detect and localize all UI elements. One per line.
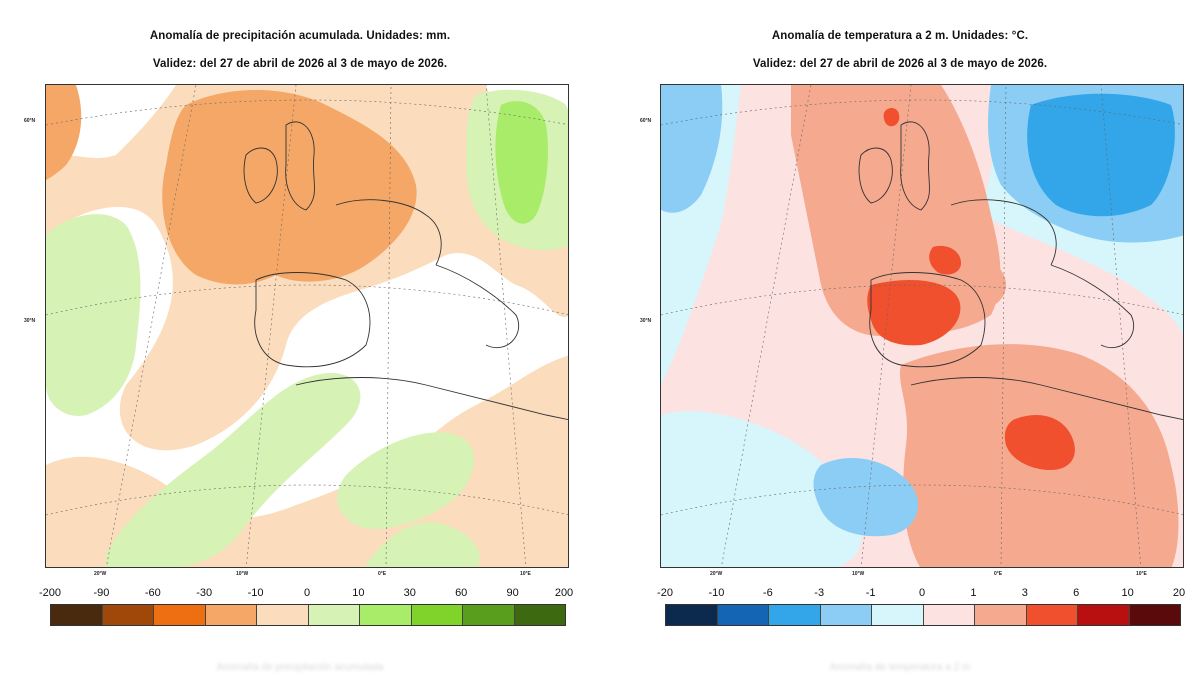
precip-colorbar-swatch-3 [205, 605, 257, 625]
precip-lon-10w-label: 10°W [236, 571, 249, 577]
temp-tick: 10 [1121, 587, 1134, 599]
precip-tick: -10 [247, 587, 264, 599]
temp-tick: 0 [918, 587, 926, 599]
precipitation-footer: Anomalía de precipitación acumulada [216, 662, 384, 673]
temp-colorbar-swatch-1 [717, 605, 769, 625]
temp-coastlines [858, 121, 1183, 421]
precipitation-title: Anomalía de precipitación acumulada. Uni… [149, 30, 451, 42]
temp-colorbar-swatch-8 [1078, 605, 1130, 625]
precip-wet-north-africa [106, 373, 361, 567]
temp-neutral-sw [661, 411, 862, 567]
precip-lon-10e-label: 10°E [520, 571, 531, 577]
precip-tick: -60 [144, 587, 161, 599]
temp-tick: 3 [1021, 587, 1028, 599]
temp-colorbar-swatch-3 [820, 605, 872, 625]
precip-tick: -200 [38, 587, 62, 599]
temp-tick: 1 [970, 587, 977, 599]
precip-colorbar-swatch-7 [411, 605, 463, 625]
precip-tick: 60 [455, 587, 468, 599]
precip-colorbar-swatch-8 [463, 605, 515, 625]
temp-hot-scotland [883, 108, 900, 127]
temp-colorbar-ticks: -20 -10 -6 -3 -1 0 1 3 6 10 20 [657, 587, 1185, 601]
temp-tick: -1 [865, 587, 876, 599]
temp-colorbar-swatch-4 [872, 605, 924, 625]
precip-colorbar-swatch-9 [514, 605, 565, 625]
temperature-title: Anomalía de temperatura a 2 m. Unidades:… [771, 30, 1029, 42]
temp-tick: -3 [814, 587, 825, 599]
precip-tick: 0 [303, 587, 311, 599]
precip-near-zero-band [46, 206, 568, 519]
precipitation-map: 60°N [45, 84, 569, 568]
temp-hot-spain [867, 280, 961, 346]
temp-tick: -6 [762, 587, 773, 599]
precip-lat-60n-label: 60°N [24, 118, 36, 124]
precip-wet-sahara [366, 522, 480, 567]
precip-wet-core-ne [495, 101, 548, 224]
precip-colorbar-swatch-2 [154, 605, 206, 625]
temp-colorbar-swatch-7 [1026, 605, 1078, 625]
precip-graticule [46, 85, 568, 567]
precip-colorbar-swatch-1 [102, 605, 154, 625]
precip-lat-30n-label: 30°N [24, 318, 36, 324]
precip-tick: 90 [506, 587, 519, 599]
temp-tick: 20 [1172, 587, 1186, 599]
temperature-validity: Validez: del 27 de abril de 2026 al 3 de… [752, 58, 1048, 70]
precip-colorbar-swatch-0 [51, 605, 103, 625]
temp-lon-0e-label: 0°E [994, 571, 1003, 577]
temp-colorbar-swatch-6 [975, 605, 1027, 625]
precip-lon-0e-label: 0°E [378, 571, 387, 577]
precip-coastlines [243, 121, 568, 421]
precip-colorbar-swatch-5 [308, 605, 360, 625]
precip-tick: 10 [352, 587, 365, 599]
temp-cold-core-ne [1027, 93, 1175, 217]
temp-colorbar-swatch-0 [666, 605, 718, 625]
temp-hot-sahara [1004, 415, 1075, 470]
temp-lon-20w-label: 20°W [710, 571, 723, 577]
temp-tick: -10 [708, 587, 725, 599]
temp-tick: 6 [1073, 587, 1080, 599]
temp-colorbar-swatch-5 [923, 605, 975, 625]
temp-warm-italy [945, 254, 1006, 312]
precip-tick: -30 [196, 587, 213, 599]
precipitation-map-canvas [46, 85, 568, 567]
temperature-colorbar [665, 604, 1181, 626]
temp-tick: -20 [657, 587, 673, 599]
temp-graticule [661, 85, 1183, 567]
temp-lat-30n-label: 30°N [640, 318, 652, 324]
precip-wet-mediterranean [337, 432, 475, 529]
precip-colorbar-swatch-6 [360, 605, 412, 625]
temperature-map-canvas [661, 85, 1183, 567]
temperature-panel: Anomalía de temperatura a 2 m. Unidades:… [600, 0, 1200, 675]
precipitation-validity: Validez: del 27 de abril de 2026 al 3 de… [152, 58, 448, 70]
precip-dry-anomaly-north [162, 90, 417, 285]
precip-tick: 200 [554, 587, 574, 599]
precip-colorbar-ticks: -200 -90 -60 -30 -10 0 10 30 60 90 200 [39, 587, 573, 601]
temp-hot-france [929, 245, 961, 275]
precipitation-colorbar [50, 604, 566, 626]
precip-wet-atlantic [46, 214, 141, 416]
temperature-map [660, 84, 1184, 568]
temp-colorbar-swatch-2 [769, 605, 821, 625]
precip-tick: 30 [403, 587, 416, 599]
temp-lon-10e-label: 10°E [1136, 571, 1147, 577]
temp-lon-10w-label: 10°W [852, 571, 865, 577]
temp-lat-60n-label: 60°N [640, 118, 652, 124]
temp-cool-canary [813, 457, 919, 537]
precip-colorbar-swatch-4 [257, 605, 309, 625]
temperature-footer: Anomalía de temperatura a 2 m [829, 662, 971, 673]
precip-tick: -90 [93, 587, 110, 599]
precip-dry-anomaly-west [46, 85, 82, 180]
temp-colorbar-swatch-9 [1129, 605, 1180, 625]
precipitation-panel: Anomalía de precipitación acumulada. Uni… [24, 30, 573, 673]
precip-lon-20w-label: 20°W [94, 571, 107, 577]
